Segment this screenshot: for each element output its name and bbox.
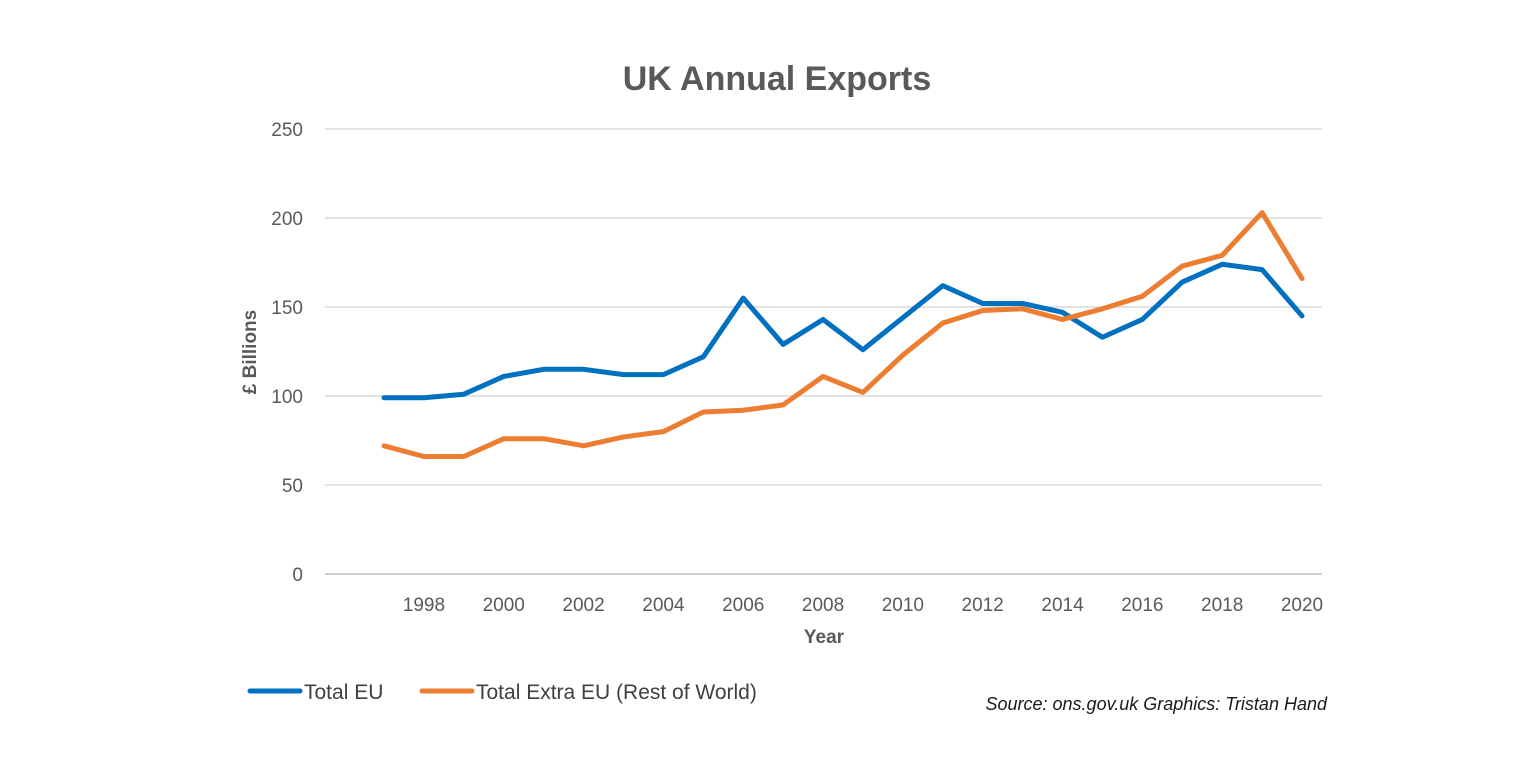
y-tick-label: 250: [271, 120, 303, 141]
y-tick-label: 100: [271, 387, 303, 408]
x-tick-label: 2014: [1041, 595, 1084, 616]
x-tick-label: 2010: [882, 595, 924, 616]
y-tick-label: 150: [271, 298, 303, 319]
source-note: Source: ons.gov.uk Graphics: Tristan Han…: [986, 694, 1328, 714]
x-tick-label: 2006: [722, 595, 764, 616]
series-line-total-extra-eu: [381, 210, 1305, 460]
series-line-total-eu: [381, 261, 1305, 401]
x-tick-label: 2020: [1281, 595, 1323, 616]
x-tick-label: 2002: [562, 595, 604, 616]
y-tick-label: 0: [292, 565, 303, 586]
y-tick-label: 50: [282, 476, 303, 497]
x-tick-label: 2008: [802, 595, 844, 616]
x-tick-label: 2018: [1201, 595, 1243, 616]
legend-label: Total EU: [304, 681, 383, 704]
legend-label: Total Extra EU (Rest of World): [476, 681, 757, 704]
y-tick-label: 200: [271, 209, 303, 230]
x-tick-label: 2012: [962, 595, 1004, 616]
y-axis-label: £ Billions: [240, 310, 261, 394]
x-tick-label: 1998: [403, 595, 445, 616]
x-axis-label: Year: [804, 627, 845, 648]
x-tick-label: 2000: [483, 595, 525, 616]
x-tick-label: 2016: [1121, 595, 1163, 616]
x-tick-label: 2004: [642, 595, 685, 616]
chart-title: UK Annual Exports: [623, 60, 932, 98]
